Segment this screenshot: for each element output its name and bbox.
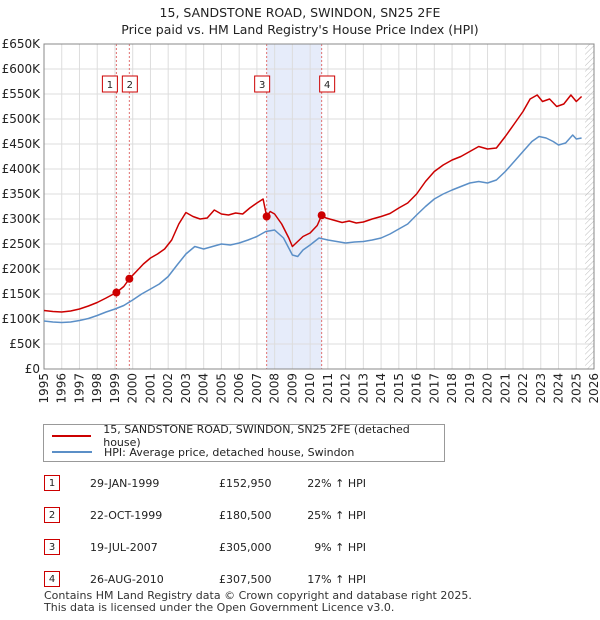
sale-marker-label: 2 (127, 80, 133, 91)
x-tick-label: 2007 (250, 373, 264, 404)
x-tick-label: 2020 (481, 373, 495, 404)
sale-hpi-diff: 17% ↑ HPI (307, 573, 366, 586)
table-row: 2 22-OCT-1999 £180,500 25% ↑ HPI (44, 506, 404, 526)
sale-date: 22-OCT-1999 (90, 509, 163, 522)
forecast-hatch (585, 44, 594, 369)
x-tick-label: 1997 (72, 373, 86, 404)
sale-number-badge: 2 (44, 507, 60, 523)
sale-marker-box (254, 75, 271, 93)
x-tick-label: 1995 (37, 373, 51, 404)
chart-title: 15, SANDSTONE ROAD, SWINDON, SN25 2FE (160, 5, 441, 20)
x-tick-label: 2006 (232, 373, 246, 404)
x-tick-label: 2008 (268, 373, 282, 404)
x-tick-label: 2000 (126, 373, 140, 404)
legend-item-hpi: HPI: Average price, detached house, Swin… (52, 444, 354, 460)
y-tick-label: £600K (2, 62, 42, 76)
x-tick-label: 2014 (374, 373, 388, 404)
legend-label-hpi: HPI: Average price, detached house, Swin… (104, 445, 355, 459)
sale-price: £305,000 (219, 541, 272, 554)
x-tick-label: 2001 (143, 373, 157, 404)
x-tick-label: 2012 (339, 373, 353, 404)
x-tick-label: 1996 (55, 373, 69, 404)
x-tick-label: 2015 (392, 373, 406, 404)
footer-line-2: This data is licensed under the Open Gov… (44, 601, 395, 614)
y-tick-label: £50K (9, 337, 41, 351)
sale-number-badge: 1 (44, 475, 60, 491)
shaded-period (266, 44, 322, 369)
footer-attribution: Contains HM Land Registry data © Crown c… (44, 590, 472, 614)
x-tick-label: 2024 (552, 373, 566, 404)
footer-line-1: Contains HM Land Registry data © Crown c… (44, 589, 472, 602)
x-tick-label: 2021 (498, 373, 512, 404)
sale-marker-label: 1 (107, 80, 113, 91)
x-tick-label: 2018 (445, 373, 459, 404)
sale-point (317, 211, 326, 220)
x-tick-label: 2005 (214, 373, 228, 404)
legend-label-property: 15, SANDSTONE ROAD, SWINDON, SN25 2FE (d… (103, 423, 410, 449)
x-tick-label: 2026 (587, 373, 600, 404)
sale-date: 29-JAN-1999 (90, 477, 160, 490)
plot-frame (43, 43, 595, 370)
legend-item-property: 15, SANDSTONE ROAD, SWINDON, SN25 2FE (d… (52, 423, 444, 449)
series-line-hpi (43, 134, 582, 324)
x-tick-label: 2013 (356, 373, 370, 404)
x-tick-label: 2009 (285, 373, 299, 404)
sale-marker-label: 3 (259, 80, 265, 91)
y-tick-label: £400K (2, 162, 42, 176)
sale-marker-box (319, 75, 336, 93)
sale-marker-box (101, 75, 118, 93)
sale-point (262, 212, 271, 221)
table-row: 3 19-JUL-2007 £305,000 9% ↑ HPI (44, 538, 404, 558)
x-tick-label: 1999 (108, 373, 122, 404)
x-tick-label: 2017 (427, 373, 441, 404)
sale-price: £180,500 (219, 509, 272, 522)
sale-number-badge: 4 (44, 571, 60, 587)
x-tick-label: 2016 (410, 373, 424, 404)
y-tick-label: £500K (2, 112, 42, 126)
x-tick-label: 1998 (90, 373, 104, 404)
x-tick-label: 2019 (463, 373, 477, 404)
legend-line-red (52, 435, 92, 437)
x-tick-label: 2025 (569, 373, 583, 404)
x-tick-label: 2022 (516, 373, 530, 404)
x-tick-label: 2004 (197, 373, 211, 404)
y-tick-label: £300K (2, 212, 42, 226)
sale-price: £152,950 (219, 477, 272, 490)
x-tick-label: 2011 (321, 373, 335, 404)
series-line-property (43, 94, 583, 313)
chart-subtitle: Price paid vs. HM Land Registry's House … (121, 22, 478, 37)
sale-hpi-diff: 9% ↑ HPI (314, 541, 366, 554)
y-tick-label: £550K (2, 87, 42, 101)
y-tick-label: £100K (2, 312, 42, 326)
x-tick-label: 2023 (534, 373, 548, 404)
sale-hpi-diff: 22% ↑ HPI (307, 477, 366, 490)
x-tick-label: 2002 (161, 373, 175, 404)
x-tick-label: 2003 (179, 373, 193, 404)
x-tick-label: 2010 (303, 373, 317, 404)
sale-date: 19-JUL-2007 (90, 541, 158, 554)
table-row: 1 29-JAN-1999 £152,950 22% ↑ HPI (44, 474, 404, 494)
sale-price: £307,500 (219, 573, 272, 586)
y-tick-label: £0 (25, 362, 40, 376)
sale-marker-label: 4 (324, 80, 330, 91)
y-tick-label: £250K (2, 237, 42, 251)
legend-line-blue (52, 451, 92, 453)
price-chart: 15, SANDSTONE ROAD, SWINDON, SN25 2FE Pr… (2, 5, 600, 404)
sale-date: 26-AUG-2010 (90, 573, 164, 586)
y-tick-label: £650K (2, 37, 42, 51)
sale-hpi-diff: 25% ↑ HPI (307, 509, 366, 522)
sale-marker-box (121, 75, 138, 93)
y-tick-label: £200K (2, 262, 42, 276)
y-tick-label: £150K (2, 287, 42, 301)
y-tick-label: £450K (2, 137, 42, 151)
legend: 15, SANDSTONE ROAD, SWINDON, SN25 2FE (d… (43, 423, 445, 462)
sale-point (112, 288, 121, 297)
sale-point (125, 274, 134, 283)
y-tick-label: £350K (2, 187, 42, 201)
table-row: 4 26-AUG-2010 £307,500 17% ↑ HPI (44, 570, 404, 590)
sale-number-badge: 3 (44, 539, 60, 555)
